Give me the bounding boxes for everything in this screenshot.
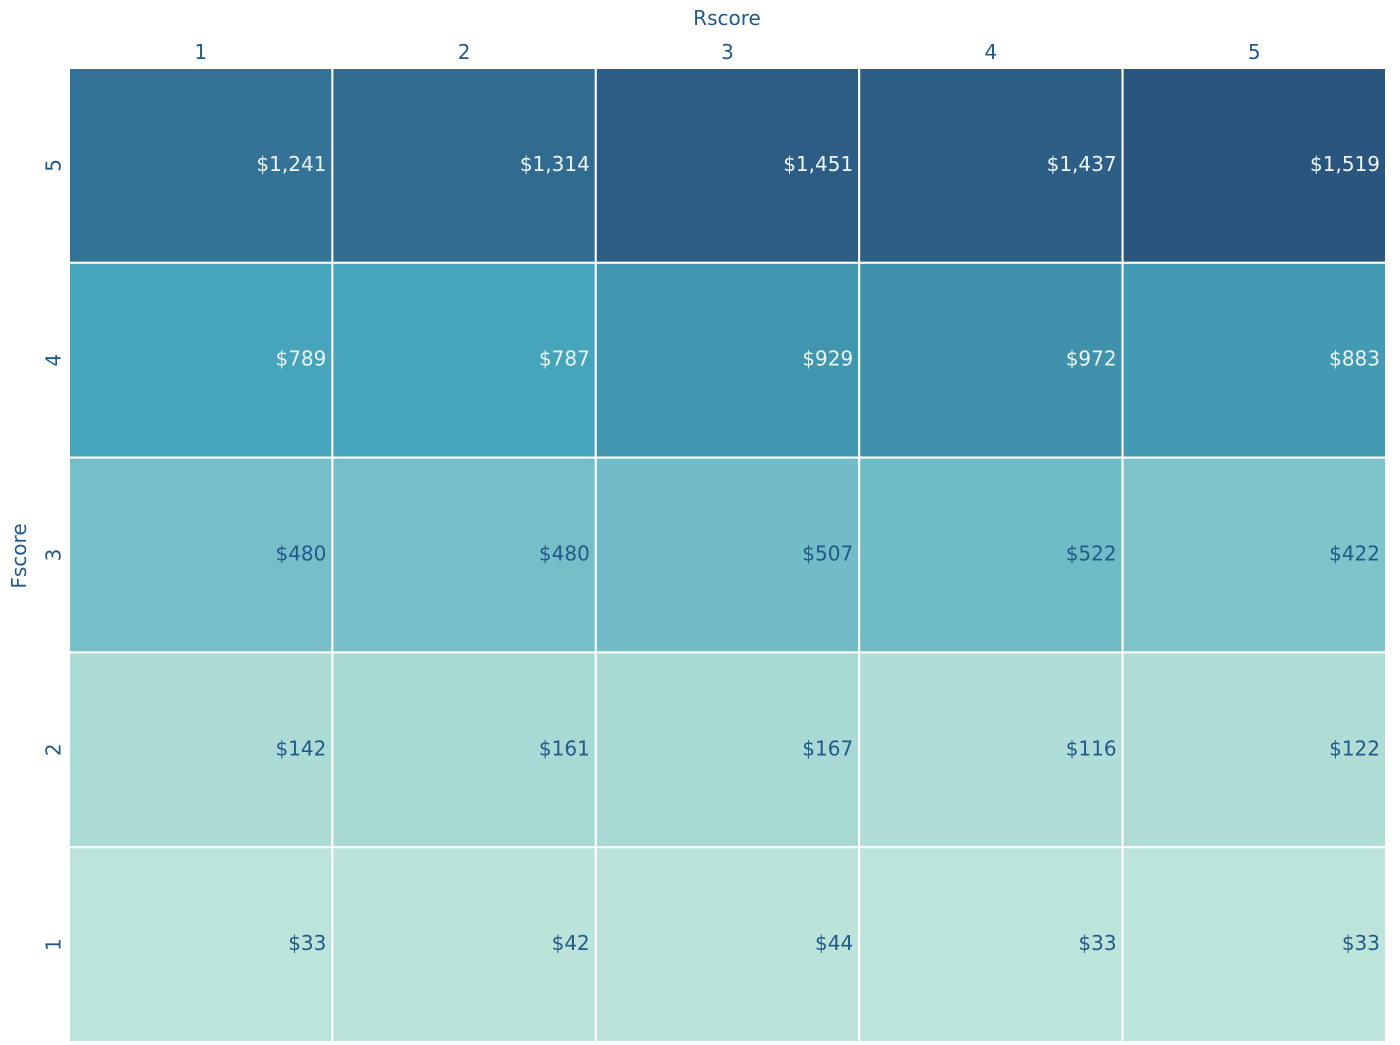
heatmap-cell-label: $142 [275,736,326,760]
heatmap-cell-label: $44 [815,931,853,955]
heatmap-cell [331,651,597,849]
y-axis-tick-labels: 5 4 3 2 1 [42,159,66,951]
heatmap-cell-label: $1,437 [1047,152,1117,176]
heatmap-cell [858,651,1124,849]
x-axis-tick-labels: 1 2 3 4 5 [194,40,1260,64]
heatmap-cell-label: $787 [539,347,590,371]
heatmap-cell-label: $33 [288,931,326,955]
heatmap-cell [1121,651,1387,849]
heatmap-cell-label: $161 [539,736,590,760]
heatmap-cell-label: $507 [802,542,853,566]
heatmap-cell-label: $116 [1066,736,1117,760]
heatmap-cell [68,651,334,849]
y-tick-label: 5 [42,159,66,172]
heatmap-cell-label: $33 [1342,931,1380,955]
heatmap-cell-label: $42 [552,931,590,955]
y-tick-label: 3 [42,549,66,562]
heatmap-cell-label: $480 [275,542,326,566]
heatmap-cell [858,67,1124,264]
heatmap-cell [594,846,861,1044]
y-axis-title: Fscore [7,523,31,588]
heatmap-cell [858,456,1124,654]
heatmap-cell-label: $929 [802,347,853,371]
heatmap-cell-labels: $1,241 $1,314 $1,451 $1,437 $1,519 $789 $787 $9… [256,152,1380,955]
heatmap-cell-label: $1,241 [256,152,326,176]
heatmap-cell-label: $33 [1078,931,1116,955]
x-axis-title: Rscore [693,6,761,30]
heatmap-cell-label: $1,519 [1310,152,1380,176]
heatmap-cell-label: $480 [539,542,590,566]
y-tick-label: 1 [42,938,66,951]
heatmap-cell [1121,261,1387,459]
heatmap-cell-label: $789 [275,347,326,371]
heatmap-cell-label: $422 [1329,542,1380,566]
x-tick-label: 2 [458,40,471,64]
y-tick-label: 4 [42,354,66,367]
heatmap-cell-label: $522 [1066,542,1117,566]
x-tick-label: 4 [985,40,998,64]
heatmap-cell-label: $1,314 [520,152,590,176]
heatmap-cell [331,456,597,654]
y-tick-label: 2 [42,743,66,756]
heatmap-cell-label: $122 [1329,736,1380,760]
heatmap-cell [1121,456,1387,654]
heatmap-cell [594,67,861,264]
heatmap-cell-label: $167 [802,736,853,760]
heatmap-cell [1121,846,1387,1044]
x-tick-label: 5 [1248,40,1261,64]
heatmap-cell-label: $972 [1066,347,1117,371]
heatmap-cell [331,846,597,1044]
x-tick-label: 1 [194,40,207,64]
heatmap-cell [594,651,861,849]
heatmap-cell-label: $1,451 [783,152,853,176]
heatmap-cell-label: $883 [1329,347,1380,371]
x-tick-label: 3 [721,40,734,64]
heatmap-cell [331,67,597,264]
heatmap-cell [1121,67,1387,264]
heatmap-cell [68,846,334,1044]
heatmap-cell [594,261,861,459]
heatmap-cell [68,261,334,459]
heatmap-cell [594,456,861,654]
heatmap-cell [68,67,334,264]
heatmap-cells [68,67,1387,1044]
